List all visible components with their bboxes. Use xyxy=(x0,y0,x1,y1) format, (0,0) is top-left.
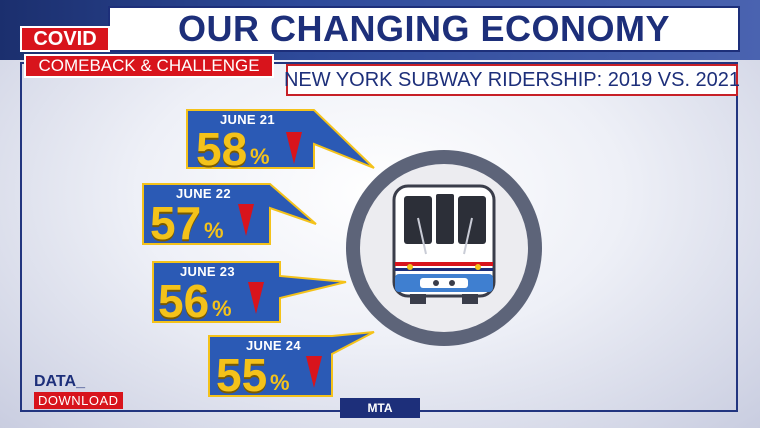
callout-unit: % xyxy=(250,144,270,169)
page-title: OUR CHANGING ECONOMY xyxy=(177,8,670,49)
callout-shape xyxy=(152,261,347,323)
callout-unit: % xyxy=(204,218,224,243)
down-arrow-icon xyxy=(286,132,302,164)
callout-june-23: JUNE 23 56 % xyxy=(152,258,348,328)
down-arrow-icon xyxy=(248,282,264,314)
callout-june-24: JUNE 24 55 % xyxy=(208,330,376,400)
download-label: DOWNLOAD xyxy=(34,392,123,409)
callout-date: JUNE 24 xyxy=(246,338,301,353)
callout-date: JUNE 21 xyxy=(220,112,275,127)
down-arrow-icon xyxy=(306,356,322,388)
callout-unit: % xyxy=(270,370,290,395)
callout-value: 55 xyxy=(216,349,268,401)
title-box: OUR CHANGING ECONOMY xyxy=(108,6,740,52)
subway-train-icon xyxy=(392,184,496,304)
down-arrow-icon xyxy=(238,204,254,236)
callout-value: 58 xyxy=(196,123,248,175)
callout-shape xyxy=(142,183,317,245)
callout-shape xyxy=(186,109,375,169)
callout-date: JUNE 22 xyxy=(176,186,231,201)
callout-june-21: JUNE 21 58 % xyxy=(186,104,376,174)
comeback-tag: COMEBACK & CHALLENGE xyxy=(24,54,274,78)
subtitle: NEW YORK SUBWAY RIDERSHIP: 2019 VS. 2021 xyxy=(283,68,741,91)
subtitle-box: NEW YORK SUBWAY RIDERSHIP: 2019 VS. 2021 xyxy=(283,64,741,96)
callout-date: JUNE 23 xyxy=(180,264,235,279)
data-download-logo: DATA_ DOWNLOAD xyxy=(34,374,123,410)
callout-value: 56 xyxy=(158,275,210,327)
callout-value: 57 xyxy=(150,197,202,249)
source-badge: MTA xyxy=(340,398,420,418)
callout-unit: % xyxy=(212,296,232,321)
callout-shape xyxy=(208,331,375,397)
callout-june-22: JUNE 22 57 % xyxy=(142,180,318,250)
data-label: DATA_ xyxy=(34,373,85,390)
covid-tag: COVID xyxy=(20,26,110,52)
